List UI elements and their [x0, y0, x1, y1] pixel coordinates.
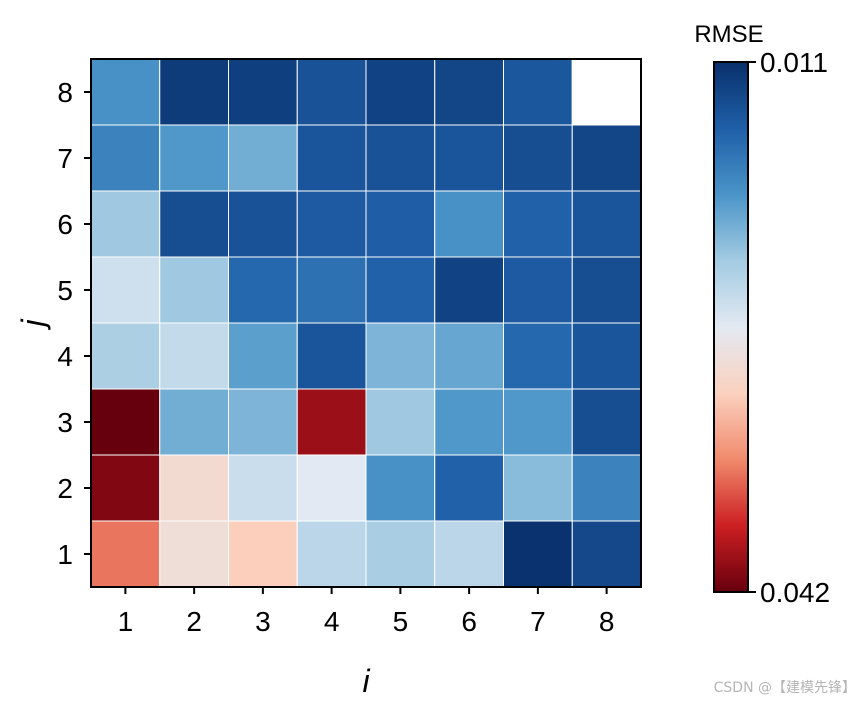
colorbar	[713, 61, 749, 593]
heatmap-cell-i2-j1	[159, 520, 229, 588]
heatmap-cell-i3-j3	[228, 388, 298, 456]
heatmap-cell-i4-j6	[296, 190, 367, 258]
y-axis-label: j	[15, 319, 51, 331]
heatmap-cell-i3-j8	[228, 58, 298, 126]
heatmap-cell-i1-j8	[90, 58, 161, 126]
heatmap-cell-i7-j2	[503, 454, 573, 522]
y-tick-label: 1	[57, 539, 73, 570]
heatmap-cell-i1-j3	[90, 388, 161, 456]
y-tick-label: 2	[57, 473, 73, 504]
heatmap-cell-i2-j6	[159, 190, 229, 258]
heatmap-cell-i7-j6	[503, 190, 573, 258]
watermark: CSDN @【建模先锋】	[713, 680, 856, 696]
heatmap-cell-i7-j3	[503, 388, 573, 456]
heatmap-cell-i7-j7	[503, 124, 573, 192]
heatmap-cells	[90, 58, 642, 588]
heatmap-cell-i1-j1	[90, 520, 161, 588]
heatmap-cell-i7-j5	[503, 256, 573, 324]
heatmap-cell-i6-j4	[434, 322, 504, 390]
heatmap-cell-i3-j6	[228, 190, 298, 258]
heatmap-cell-i8-j6	[571, 190, 642, 258]
heatmap-cell-i3-j7	[228, 124, 298, 192]
heatmap-cell-i2-j3	[159, 388, 229, 456]
heatmap-cell-i6-j6	[434, 190, 504, 258]
heatmap-cell-i4-j8	[296, 58, 367, 126]
heatmap-cell-i1-j7	[90, 124, 161, 192]
x-tick-label: 7	[530, 606, 546, 637]
x-tick-label: 6	[461, 606, 477, 637]
x-tick-label: 3	[255, 606, 271, 637]
heatmap-cell-i5-j6	[365, 190, 436, 258]
heatmap-cell-i5-j8	[365, 58, 436, 126]
colorbar-bottom-label: 0.042	[760, 577, 830, 608]
x-axis-ticks: 1 2 3 4 5 6 7 8	[118, 587, 615, 637]
heatmap-cell-i6-j7	[434, 124, 504, 192]
x-tick-label: 5	[393, 606, 409, 637]
y-tick-label: 5	[57, 275, 73, 306]
heatmap-cell-i2-j7	[159, 124, 229, 192]
x-tick-label: 1	[118, 606, 134, 637]
heatmap-cell-i4-j7	[296, 124, 367, 192]
y-tick-label: 3	[57, 407, 73, 438]
heatmap-cell-i6-j1	[434, 520, 504, 588]
heatmap-cell-i1-j5	[90, 256, 161, 324]
heatmap-cell-i4-j4	[296, 322, 367, 390]
colorbar-title: RMSE	[694, 21, 763, 48]
heatmap-cell-i8-j2	[571, 454, 642, 522]
heatmap-cell-i4-j5	[296, 256, 367, 324]
heatmap-cell-i8-j4	[571, 322, 642, 390]
heatmap-cell-i7-j4	[503, 322, 573, 390]
x-tick-label: 2	[186, 606, 202, 637]
heatmap-cell-i6-j8	[434, 58, 504, 126]
heatmap-cell-i3-j2	[228, 454, 298, 522]
x-tick-label: 8	[599, 606, 615, 637]
heatmap-cell-i1-j2	[90, 454, 161, 522]
plot-frame	[90, 58, 642, 588]
heatmap-cell-i8-j7	[571, 124, 642, 192]
heatmap-cell-i1-j6	[90, 190, 161, 258]
heatmap-cell-i8-j5	[571, 256, 642, 324]
heatmap-cell-i7-j8	[503, 58, 573, 126]
y-tick-label: 6	[57, 209, 73, 240]
heatmap-cell-i7-j1	[503, 520, 573, 588]
heatmap-cell-i6-j3	[434, 388, 504, 456]
y-tick-label: 4	[57, 341, 73, 372]
heatmap-cell-i2-j8	[159, 58, 229, 126]
x-axis-label: i	[362, 663, 370, 699]
heatmap-cell-i5-j2	[365, 454, 436, 522]
heatmap-cell-i5-j5	[365, 256, 436, 324]
heatmap-cell-i6-j5	[434, 256, 504, 324]
heatmap-cell-i2-j5	[159, 256, 229, 324]
heatmap-cell-i5-j3	[365, 388, 436, 456]
heatmap-cell-i5-j7	[365, 124, 436, 192]
heatmap-cell-i5-j4	[365, 322, 436, 390]
y-tick-label: 7	[57, 143, 73, 174]
heatmap-cell-i4-j2	[296, 454, 367, 522]
x-tick-label: 4	[324, 606, 340, 637]
heatmap-cell-i5-j1	[365, 520, 436, 588]
heatmap-cell-i8-j8	[571, 58, 642, 126]
heatmap-cell-i4-j1	[296, 520, 367, 588]
heatmap-cell-i8-j1	[571, 520, 642, 588]
heatmap-cell-i3-j4	[228, 322, 298, 390]
heatmap-cell-i3-j5	[228, 256, 298, 324]
heatmap-cell-i4-j3	[296, 388, 367, 456]
colorbar-top-label: 0.011	[760, 47, 828, 78]
heatmap-cell-i2-j2	[159, 454, 229, 522]
y-axis-ticks: 1 2 3 4 5 6 7 8	[57, 77, 91, 570]
heatmap-cell-i1-j4	[90, 322, 161, 390]
heatmap-cell-i3-j1	[228, 520, 298, 588]
y-tick-label: 8	[57, 77, 73, 108]
heatmap-cell-i2-j4	[159, 322, 229, 390]
heatmap-cell-i8-j3	[571, 388, 642, 456]
heatmap-cell-i6-j2	[434, 454, 504, 522]
